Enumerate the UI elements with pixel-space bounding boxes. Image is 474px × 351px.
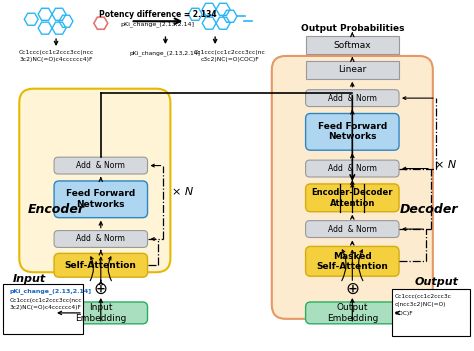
- Text: Cc1ccc(cc1c2ccc3cc(ncc: Cc1ccc(cc1c2ccc3cc(ncc: [9, 298, 82, 303]
- Text: ⊕: ⊕: [94, 280, 108, 298]
- Text: pKi_change_(2.13,2.14]: pKi_change_(2.13,2.14]: [130, 50, 201, 56]
- FancyBboxPatch shape: [54, 181, 147, 218]
- FancyBboxPatch shape: [272, 56, 433, 319]
- Text: Decoder: Decoder: [400, 203, 458, 216]
- Text: Cc1ccc(cc1c2ccc3cc(ncc: Cc1ccc(cc1c2ccc3cc(ncc: [18, 51, 94, 55]
- Text: Encoder: Encoder: [27, 203, 84, 216]
- FancyBboxPatch shape: [19, 89, 170, 272]
- Text: c3c2)NC(=O)COC)F: c3c2)NC(=O)COC)F: [201, 58, 259, 62]
- Text: Self-Attention: Self-Attention: [65, 261, 137, 270]
- Text: 3c2)NC(=O)c4cccccc4)F: 3c2)NC(=O)c4cccccc4)F: [19, 58, 93, 62]
- FancyBboxPatch shape: [306, 246, 399, 276]
- Text: × N: × N: [172, 187, 193, 197]
- FancyBboxPatch shape: [306, 302, 399, 324]
- Bar: [306, 36, 399, 54]
- Text: Add  & Norm: Add & Norm: [76, 161, 125, 170]
- FancyBboxPatch shape: [54, 231, 147, 247]
- Text: Add  & Norm: Add & Norm: [328, 94, 377, 102]
- Text: pKi_change_(2.13,2.14]: pKi_change_(2.13,2.14]: [120, 21, 194, 27]
- FancyBboxPatch shape: [306, 184, 399, 212]
- Bar: [306, 61, 399, 79]
- Text: Input: Input: [13, 274, 46, 284]
- Text: Input
Embedding: Input Embedding: [75, 303, 127, 323]
- Text: Add  & Norm: Add & Norm: [76, 234, 125, 244]
- Text: Linear: Linear: [338, 65, 366, 74]
- Text: Feed Forward
Networks: Feed Forward Networks: [318, 122, 387, 141]
- Text: Cc1ccc(cc1c2ccc3c: Cc1ccc(cc1c2ccc3c: [395, 293, 452, 299]
- Text: Add  & Norm: Add & Norm: [328, 225, 377, 233]
- Text: Output: Output: [415, 277, 459, 287]
- Text: Potency difference = 2.134: Potency difference = 2.134: [99, 10, 216, 19]
- FancyBboxPatch shape: [306, 113, 399, 150]
- Text: Feed Forward
Networks: Feed Forward Networks: [66, 189, 136, 208]
- FancyBboxPatch shape: [54, 253, 147, 277]
- Text: pKi_change_(2.13,2.14]: pKi_change_(2.13,2.14]: [9, 288, 91, 294]
- Text: Add  & Norm: Add & Norm: [328, 164, 377, 173]
- Text: Softmax: Softmax: [334, 41, 371, 49]
- FancyBboxPatch shape: [54, 157, 147, 174]
- Text: 3c2)NC(=O)c4cccccc4)F: 3c2)NC(=O)c4cccccc4)F: [9, 305, 81, 310]
- Bar: [392, 289, 470, 336]
- FancyBboxPatch shape: [54, 302, 147, 324]
- Text: ⊕: ⊕: [346, 280, 359, 298]
- Bar: [3, 284, 83, 334]
- Text: c(ncc3c2)NC(=O): c(ncc3c2)NC(=O): [395, 303, 447, 307]
- FancyBboxPatch shape: [306, 160, 399, 177]
- Text: Masked
Self-Attention: Masked Self-Attention: [316, 252, 388, 271]
- FancyBboxPatch shape: [306, 221, 399, 238]
- Text: COC)F: COC)F: [395, 311, 414, 316]
- Text: Output Probabilities: Output Probabilities: [301, 24, 404, 33]
- Text: × N: × N: [435, 160, 456, 170]
- FancyBboxPatch shape: [306, 90, 399, 107]
- Text: Output
Embedding: Output Embedding: [327, 303, 378, 323]
- Text: Cc1ccc(cc1c2ccc3cc(nc: Cc1ccc(cc1c2ccc3cc(nc: [194, 51, 266, 55]
- Text: Encoder-Decoder
Attention: Encoder-Decoder Attention: [311, 188, 393, 207]
